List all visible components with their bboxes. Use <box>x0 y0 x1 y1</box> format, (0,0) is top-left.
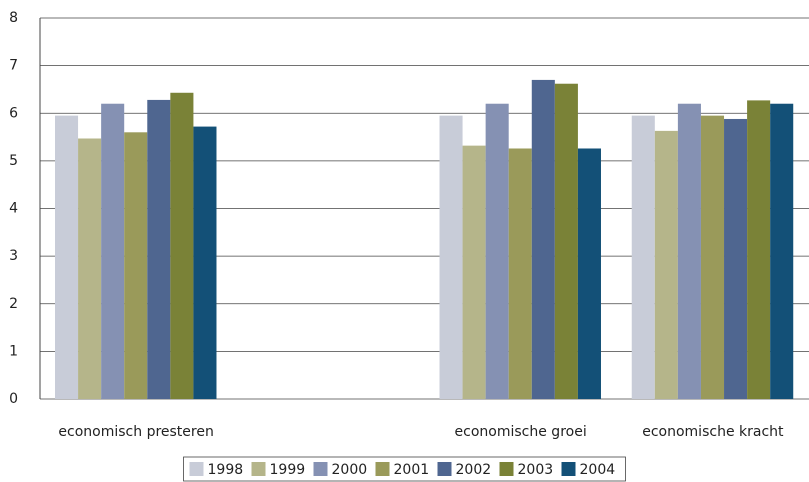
legend-swatch <box>499 462 514 476</box>
y-tick-label: 2 <box>9 296 18 312</box>
bar <box>770 103 794 399</box>
legend-box <box>183 456 626 482</box>
y-tick-label: 3 <box>9 248 18 264</box>
legend-label: 2004 <box>580 462 616 478</box>
bar <box>193 126 217 400</box>
y-tick-label: 4 <box>9 201 18 217</box>
legend-swatch <box>251 462 266 476</box>
x-tick-label: economische kracht <box>642 424 784 440</box>
bar <box>54 115 79 399</box>
bar <box>170 92 194 400</box>
bar <box>700 115 725 399</box>
y-tick-label: 5 <box>9 153 18 169</box>
bar <box>531 79 555 399</box>
legend-label: 2003 <box>518 462 554 478</box>
bar <box>485 103 509 399</box>
bar <box>101 103 125 399</box>
bar <box>654 130 678 399</box>
legend-swatch <box>313 462 328 476</box>
bar <box>147 99 171 399</box>
legend-label: 1999 <box>270 462 306 478</box>
y-tick-label: 8 <box>9 10 18 26</box>
legend-label: 1998 <box>208 462 244 478</box>
bar <box>78 138 102 399</box>
y-tick-label: 6 <box>9 105 18 121</box>
y-tick-label: 0 <box>9 391 18 407</box>
legend-label: 2001 <box>394 462 430 478</box>
legend-swatch <box>189 462 204 476</box>
legend-swatch <box>561 462 576 476</box>
legend-swatch <box>375 462 390 476</box>
bar <box>508 148 532 399</box>
bar <box>462 145 486 399</box>
x-tick-label: economische groei <box>455 424 587 440</box>
bar <box>124 132 148 400</box>
bar <box>747 100 771 400</box>
legend-label: 2000 <box>332 462 368 478</box>
x-tick-label: economisch presteren <box>58 424 213 440</box>
y-tick-label: 1 <box>9 343 18 359</box>
bar <box>677 103 701 399</box>
y-tick-label: 7 <box>9 58 18 74</box>
legend-label: 2002 <box>456 462 492 478</box>
bar <box>554 83 578 399</box>
legend-swatch <box>437 462 452 476</box>
bar <box>631 115 655 399</box>
bar <box>724 118 748 399</box>
bar <box>577 148 601 399</box>
bar <box>439 115 463 399</box>
